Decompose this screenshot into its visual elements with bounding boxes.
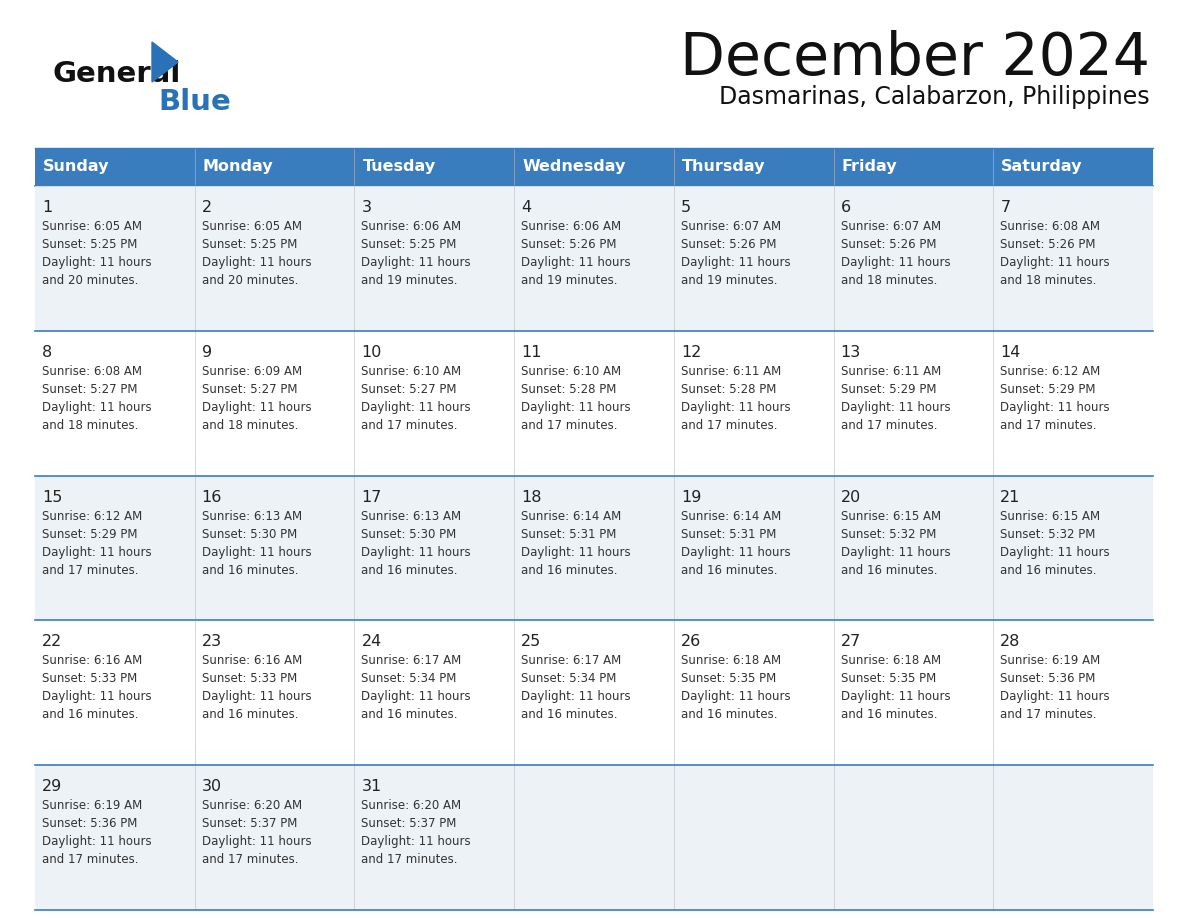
Text: 25: 25 — [522, 634, 542, 649]
Text: Sunrise: 6:12 AM
Sunset: 5:29 PM
Daylight: 11 hours
and 17 minutes.: Sunrise: 6:12 AM Sunset: 5:29 PM Dayligh… — [42, 509, 152, 577]
Bar — [34, 476, 1154, 621]
Text: Sunrise: 6:08 AM
Sunset: 5:27 PM
Daylight: 11 hours
and 18 minutes.: Sunrise: 6:08 AM Sunset: 5:27 PM Dayligh… — [42, 364, 152, 431]
Text: Sunrise: 6:06 AM
Sunset: 5:26 PM
Daylight: 11 hours
and 19 minutes.: Sunrise: 6:06 AM Sunset: 5:26 PM Dayligh… — [522, 220, 631, 287]
Text: Wednesday: Wednesday — [523, 160, 626, 174]
Text: 28: 28 — [1000, 634, 1020, 649]
Text: Sunrise: 6:17 AM
Sunset: 5:34 PM
Daylight: 11 hours
and 16 minutes.: Sunrise: 6:17 AM Sunset: 5:34 PM Dayligh… — [361, 655, 472, 722]
Text: Sunrise: 6:07 AM
Sunset: 5:26 PM
Daylight: 11 hours
and 18 minutes.: Sunrise: 6:07 AM Sunset: 5:26 PM Dayligh… — [841, 220, 950, 287]
Text: Sunrise: 6:06 AM
Sunset: 5:25 PM
Daylight: 11 hours
and 19 minutes.: Sunrise: 6:06 AM Sunset: 5:25 PM Dayligh… — [361, 220, 472, 287]
Text: Friday: Friday — [841, 160, 897, 174]
Text: 15: 15 — [42, 489, 63, 505]
Bar — [34, 148, 1154, 186]
Bar — [34, 766, 1154, 910]
Text: 2: 2 — [202, 200, 211, 215]
Text: 4: 4 — [522, 200, 531, 215]
Text: Saturday: Saturday — [1001, 160, 1082, 174]
Text: Dasmarinas, Calabarzon, Philippines: Dasmarinas, Calabarzon, Philippines — [720, 85, 1150, 109]
Text: Sunrise: 6:13 AM
Sunset: 5:30 PM
Daylight: 11 hours
and 16 minutes.: Sunrise: 6:13 AM Sunset: 5:30 PM Dayligh… — [202, 509, 311, 577]
Text: 12: 12 — [681, 345, 701, 360]
Text: Sunrise: 6:08 AM
Sunset: 5:26 PM
Daylight: 11 hours
and 18 minutes.: Sunrise: 6:08 AM Sunset: 5:26 PM Dayligh… — [1000, 220, 1110, 287]
Text: General: General — [52, 60, 181, 88]
Text: Sunrise: 6:11 AM
Sunset: 5:28 PM
Daylight: 11 hours
and 17 minutes.: Sunrise: 6:11 AM Sunset: 5:28 PM Dayligh… — [681, 364, 790, 431]
Text: Sunrise: 6:20 AM
Sunset: 5:37 PM
Daylight: 11 hours
and 17 minutes.: Sunrise: 6:20 AM Sunset: 5:37 PM Dayligh… — [361, 800, 472, 867]
Text: Thursday: Thursday — [682, 160, 765, 174]
Polygon shape — [152, 42, 178, 82]
Text: Sunrise: 6:14 AM
Sunset: 5:31 PM
Daylight: 11 hours
and 16 minutes.: Sunrise: 6:14 AM Sunset: 5:31 PM Dayligh… — [681, 509, 790, 577]
Text: 21: 21 — [1000, 489, 1020, 505]
Text: Sunrise: 6:18 AM
Sunset: 5:35 PM
Daylight: 11 hours
and 16 minutes.: Sunrise: 6:18 AM Sunset: 5:35 PM Dayligh… — [841, 655, 950, 722]
Text: 1: 1 — [42, 200, 52, 215]
Text: 23: 23 — [202, 634, 222, 649]
Text: 26: 26 — [681, 634, 701, 649]
Text: Sunrise: 6:20 AM
Sunset: 5:37 PM
Daylight: 11 hours
and 17 minutes.: Sunrise: 6:20 AM Sunset: 5:37 PM Dayligh… — [202, 800, 311, 867]
Text: Sunrise: 6:14 AM
Sunset: 5:31 PM
Daylight: 11 hours
and 16 minutes.: Sunrise: 6:14 AM Sunset: 5:31 PM Dayligh… — [522, 509, 631, 577]
Text: 20: 20 — [841, 489, 861, 505]
Text: 22: 22 — [42, 634, 62, 649]
Text: 13: 13 — [841, 345, 861, 360]
Text: 17: 17 — [361, 489, 381, 505]
Text: Sunday: Sunday — [43, 160, 109, 174]
Text: Sunrise: 6:09 AM
Sunset: 5:27 PM
Daylight: 11 hours
and 18 minutes.: Sunrise: 6:09 AM Sunset: 5:27 PM Dayligh… — [202, 364, 311, 431]
Text: Sunrise: 6:05 AM
Sunset: 5:25 PM
Daylight: 11 hours
and 20 minutes.: Sunrise: 6:05 AM Sunset: 5:25 PM Dayligh… — [42, 220, 152, 287]
Bar — [34, 186, 1154, 330]
Text: Sunrise: 6:05 AM
Sunset: 5:25 PM
Daylight: 11 hours
and 20 minutes.: Sunrise: 6:05 AM Sunset: 5:25 PM Dayligh… — [202, 220, 311, 287]
Text: Sunrise: 6:07 AM
Sunset: 5:26 PM
Daylight: 11 hours
and 19 minutes.: Sunrise: 6:07 AM Sunset: 5:26 PM Dayligh… — [681, 220, 790, 287]
Text: 10: 10 — [361, 345, 381, 360]
Text: 5: 5 — [681, 200, 691, 215]
Text: Blue: Blue — [158, 88, 230, 116]
Bar — [34, 621, 1154, 766]
Text: Tuesday: Tuesday — [362, 160, 436, 174]
Text: 11: 11 — [522, 345, 542, 360]
Text: 19: 19 — [681, 489, 701, 505]
Text: Sunrise: 6:16 AM
Sunset: 5:33 PM
Daylight: 11 hours
and 16 minutes.: Sunrise: 6:16 AM Sunset: 5:33 PM Dayligh… — [42, 655, 152, 722]
Text: Sunrise: 6:12 AM
Sunset: 5:29 PM
Daylight: 11 hours
and 17 minutes.: Sunrise: 6:12 AM Sunset: 5:29 PM Dayligh… — [1000, 364, 1110, 431]
Text: Sunrise: 6:15 AM
Sunset: 5:32 PM
Daylight: 11 hours
and 16 minutes.: Sunrise: 6:15 AM Sunset: 5:32 PM Dayligh… — [1000, 509, 1110, 577]
Text: 9: 9 — [202, 345, 211, 360]
Text: Sunrise: 6:11 AM
Sunset: 5:29 PM
Daylight: 11 hours
and 17 minutes.: Sunrise: 6:11 AM Sunset: 5:29 PM Dayligh… — [841, 364, 950, 431]
Text: Sunrise: 6:10 AM
Sunset: 5:28 PM
Daylight: 11 hours
and 17 minutes.: Sunrise: 6:10 AM Sunset: 5:28 PM Dayligh… — [522, 364, 631, 431]
Text: 8: 8 — [42, 345, 52, 360]
Text: 29: 29 — [42, 779, 62, 794]
Text: 30: 30 — [202, 779, 222, 794]
Text: December 2024: December 2024 — [680, 30, 1150, 87]
Text: Sunrise: 6:15 AM
Sunset: 5:32 PM
Daylight: 11 hours
and 16 minutes.: Sunrise: 6:15 AM Sunset: 5:32 PM Dayligh… — [841, 509, 950, 577]
Text: Monday: Monday — [203, 160, 273, 174]
Text: Sunrise: 6:19 AM
Sunset: 5:36 PM
Daylight: 11 hours
and 17 minutes.: Sunrise: 6:19 AM Sunset: 5:36 PM Dayligh… — [1000, 655, 1110, 722]
Text: Sunrise: 6:19 AM
Sunset: 5:36 PM
Daylight: 11 hours
and 17 minutes.: Sunrise: 6:19 AM Sunset: 5:36 PM Dayligh… — [42, 800, 152, 867]
Text: 7: 7 — [1000, 200, 1011, 215]
Text: 18: 18 — [522, 489, 542, 505]
Text: 16: 16 — [202, 489, 222, 505]
Text: Sunrise: 6:16 AM
Sunset: 5:33 PM
Daylight: 11 hours
and 16 minutes.: Sunrise: 6:16 AM Sunset: 5:33 PM Dayligh… — [202, 655, 311, 722]
Text: 3: 3 — [361, 200, 372, 215]
Text: Sunrise: 6:18 AM
Sunset: 5:35 PM
Daylight: 11 hours
and 16 minutes.: Sunrise: 6:18 AM Sunset: 5:35 PM Dayligh… — [681, 655, 790, 722]
Text: Sunrise: 6:10 AM
Sunset: 5:27 PM
Daylight: 11 hours
and 17 minutes.: Sunrise: 6:10 AM Sunset: 5:27 PM Dayligh… — [361, 364, 472, 431]
Text: Sunrise: 6:17 AM
Sunset: 5:34 PM
Daylight: 11 hours
and 16 minutes.: Sunrise: 6:17 AM Sunset: 5:34 PM Dayligh… — [522, 655, 631, 722]
Text: 14: 14 — [1000, 345, 1020, 360]
Text: 27: 27 — [841, 634, 861, 649]
Text: 31: 31 — [361, 779, 381, 794]
Text: Sunrise: 6:13 AM
Sunset: 5:30 PM
Daylight: 11 hours
and 16 minutes.: Sunrise: 6:13 AM Sunset: 5:30 PM Dayligh… — [361, 509, 472, 577]
Bar — [34, 330, 1154, 476]
Text: 24: 24 — [361, 634, 381, 649]
Text: 6: 6 — [841, 200, 851, 215]
